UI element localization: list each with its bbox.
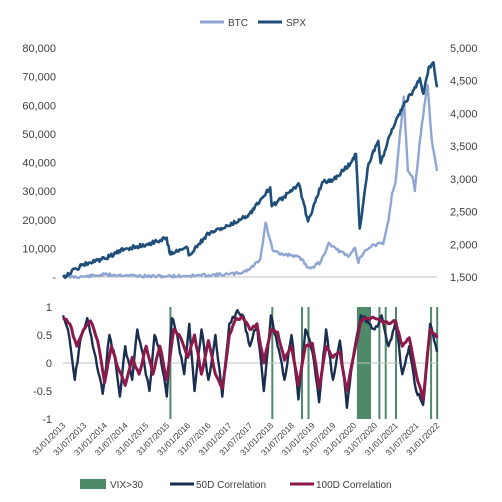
series-spx-line bbox=[62, 61, 439, 279]
left-axis-tick-label: 30,000 bbox=[22, 186, 56, 198]
lower-y-tick-label: -0.5 bbox=[33, 386, 52, 398]
lower-y-tick-label: 0.5 bbox=[37, 330, 52, 342]
right-axis-tick-label: 1,500 bbox=[450, 272, 478, 284]
left-axis-tick-label: - bbox=[52, 272, 56, 284]
legend-label-spx: SPX bbox=[286, 18, 306, 29]
left-axis-tick-label: 10,000 bbox=[22, 243, 56, 255]
right-axis-tick-label: 3,500 bbox=[450, 141, 478, 153]
lower-y-tick-label: -1 bbox=[42, 414, 52, 426]
left-axis-tick-label: 40,000 bbox=[22, 158, 56, 170]
series-btc-line bbox=[62, 84, 439, 280]
left-axis-tick-label: 80,000 bbox=[22, 43, 56, 55]
series-corr50-line bbox=[61, 309, 439, 409]
right-axis-tick-label: 2,500 bbox=[450, 207, 478, 219]
vix-bar bbox=[436, 307, 439, 419]
legend-label-btc: BTC bbox=[228, 18, 248, 29]
left-axis-tick-label: 20,000 bbox=[22, 215, 56, 227]
right-axis-tick-label: 5,000 bbox=[450, 43, 478, 55]
right-axis-tick-label: 4,000 bbox=[450, 108, 478, 120]
left-axis-tick-label: 70,000 bbox=[22, 72, 56, 84]
right-axis-tick-label: 4,500 bbox=[450, 76, 478, 88]
right-axis-tick-label: 3,000 bbox=[450, 174, 478, 186]
legend-label-corr50: 50D Correlation bbox=[196, 480, 266, 491]
left-axis-tick-label: 50,000 bbox=[22, 129, 56, 141]
right-axis-tick-label: 2,000 bbox=[450, 239, 478, 251]
legend-label-vix: VIX>30 bbox=[110, 480, 144, 491]
left-axis-tick-label: 60,000 bbox=[22, 100, 56, 112]
legend-label-corr100: 100D Correlation bbox=[316, 480, 392, 491]
legend-swatch-vix bbox=[80, 479, 106, 489]
lower-y-tick-label: 1 bbox=[46, 302, 52, 314]
series-corr100-line bbox=[62, 315, 439, 401]
lower-y-tick-label: 0 bbox=[46, 358, 52, 370]
